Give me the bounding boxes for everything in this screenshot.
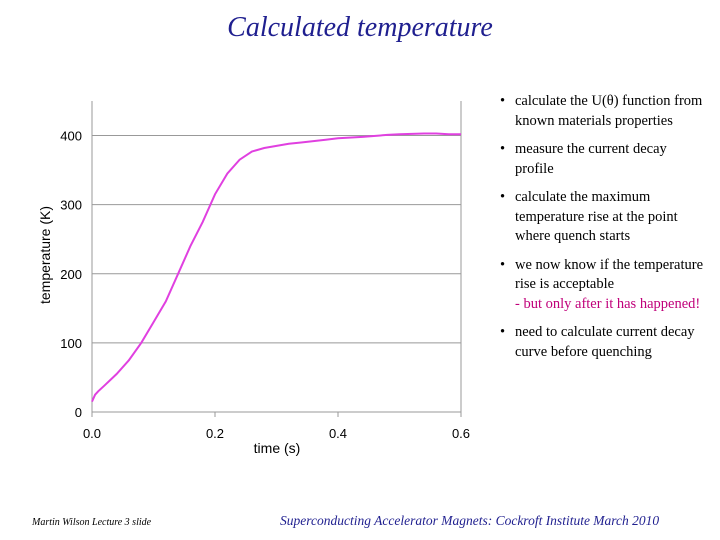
x-tick-label: 0.6 — [452, 426, 470, 441]
y-axis-title: temperature (K) — [37, 206, 53, 304]
bullet-text: we now know if the temperature rise is a… — [515, 256, 704, 293]
bullet-item: measure the current decay profile — [500, 140, 705, 179]
footer-author: Martin Wilson Lecture 3 slide — [32, 517, 152, 528]
bullet-text: measure the current decay profile — [515, 141, 667, 177]
bullet-text: calculate the maximum temperature rise a… — [515, 189, 678, 244]
x-tick-label: 0.2 — [206, 426, 224, 441]
x-tick-label: 0.4 — [329, 426, 347, 441]
y-tick-label: 200 — [60, 267, 82, 282]
temperature-curve — [91, 132, 461, 403]
grid-lines — [92, 135, 461, 344]
bullet-item: calculate the U(θ) function from known m… — [500, 92, 705, 131]
y-tick-labels: 0 100 200 300 400 — [60, 129, 82, 420]
axes — [91, 101, 462, 417]
y-tick-label: 0 — [75, 405, 82, 420]
slide-title: Calculated temperature — [227, 12, 493, 43]
y-tick-label: 300 — [60, 198, 82, 213]
bullet-emphasis: - but only after it has happened! — [515, 295, 701, 312]
bullet-list: calculate the U(θ) function from known m… — [500, 92, 705, 371]
bullet-item: calculate the maximum temperature rise a… — [500, 188, 705, 247]
bullet-item: need to calculate current decay curve be… — [500, 323, 705, 362]
y-tick-label: 400 — [60, 129, 82, 144]
y-tick-label: 100 — [60, 336, 82, 351]
x-tick-label: 0.0 — [83, 426, 101, 441]
footer-course: Superconducting Accelerator Magnets: Coc… — [280, 513, 660, 528]
bullet-item: we now know if the temperature rise is a… — [500, 256, 705, 315]
x-axis-title: time (s) — [254, 440, 301, 456]
bullet-text: need to calculate current decay curve be… — [515, 324, 695, 360]
x-tick-labels: 0.0 0.2 0.4 0.6 — [83, 426, 470, 441]
bullet-text: calculate the U(θ) function from known m… — [515, 93, 703, 129]
